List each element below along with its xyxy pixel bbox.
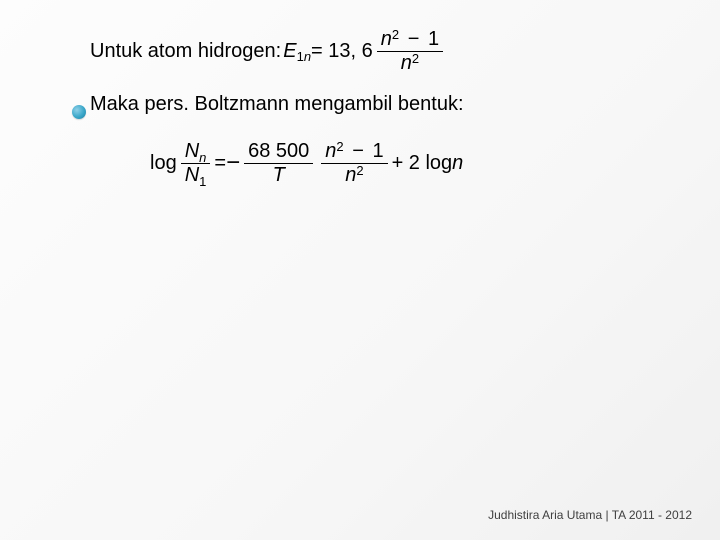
text-prefix: Untuk atom hidrogen: (90, 40, 281, 63)
tail-plus-2log: + 2 log (392, 152, 453, 175)
tail-n: n (452, 152, 463, 175)
bullet-icon (72, 105, 86, 119)
footer-text: Judhistira Aria Utama | TA 2011 - 2012 (488, 508, 692, 522)
den-sq: 2 (412, 51, 419, 66)
num-sq: 2 (392, 27, 399, 42)
numR-n: n (325, 140, 336, 162)
den-n: n (401, 52, 412, 74)
denM-T: T (273, 164, 285, 186)
frac-68500-over-T: 68 500 T (244, 140, 313, 187)
slide-content: Untuk atom hidrogen: E 1 n = 13, 6 n2 − … (90, 20, 670, 187)
boltzmann-equation: log Nn N1 = − 68 500 T n2 − 1 (150, 140, 670, 187)
numR-minus: − (349, 140, 367, 163)
text-maka: Maka pers. Boltzmann mengambil bentuk: (90, 93, 464, 115)
numR-one: 1 (372, 140, 383, 162)
eq-neg: − (226, 149, 240, 177)
numR-sq: 2 (336, 139, 343, 154)
numL-N: N (185, 140, 199, 162)
footer-credit: Judhistira Aria Utama | TA 2011 - 2012 (488, 508, 692, 522)
num-one: 1 (428, 28, 439, 50)
frac-n2-1-over-n2: n2 − 1 n2 (377, 28, 443, 75)
denL-sub: 1 (199, 174, 206, 189)
line-hydrogen: Untuk atom hidrogen: E 1 n = 13, 6 n2 − … (90, 28, 670, 75)
denR-n: n (345, 164, 356, 186)
numL-sub: n (199, 150, 206, 165)
frac-n2-1-over-n2-right: n2 − 1 n2 (321, 140, 387, 187)
denR-sq: 2 (356, 163, 363, 178)
sub-1: 1 (297, 49, 304, 64)
num-n: n (381, 28, 392, 50)
numM: 68 500 (244, 140, 313, 164)
log-left: log (150, 152, 177, 175)
denL-N: N (185, 164, 199, 186)
frac-Nn-over-N1: Nn N1 (181, 140, 211, 187)
line-boltzmann-intro: Maka pers. Boltzmann mengambil bentuk: (90, 93, 670, 116)
sub-n: n (304, 49, 311, 64)
text-equals-136: = 13, 6 (311, 40, 373, 63)
sym-E: E (283, 40, 296, 63)
eq-equals: = (214, 152, 226, 175)
num-minus: − (405, 28, 423, 51)
